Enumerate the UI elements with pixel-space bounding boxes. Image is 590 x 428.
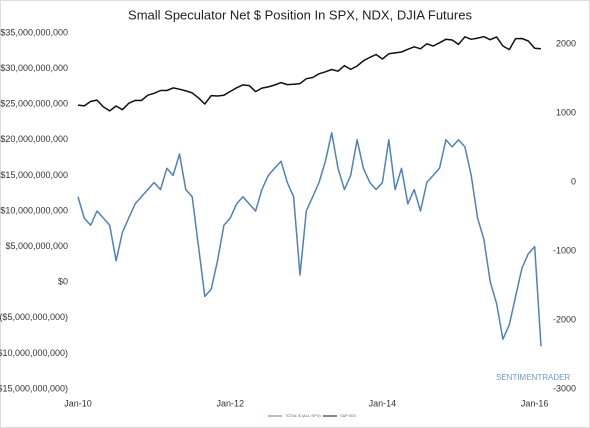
y-tick-label: ($15,000,000,000) [0,383,68,393]
x-tick-label: Jan-10 [64,398,92,408]
x-tick-label: Jan-16 [521,398,549,408]
chart-title: Small Speculator Net $ Position In SPX, … [128,7,472,22]
y-tick-label: $30,000,000,000 [0,63,68,73]
y2-tick-label: 1000 [556,107,576,117]
y-tick-label: $35,000,000,000 [0,27,68,37]
y2-tick-label: -2000 [553,314,576,324]
series-line [77,131,542,347]
series-line [77,35,542,112]
y2-tick-label: 2000 [556,38,576,48]
legend-label: S&P 500 [340,413,356,418]
watermark: SENTIMENTRADER [496,373,570,382]
y2-tick-label: 0 [571,176,576,186]
x-tick-label: Jan-12 [216,398,244,408]
legend-label: TOTAL $ (ALL SPX) [285,413,321,418]
y-tick-label: ($5,000,000,000) [0,312,68,322]
y2-tick-label: -1000 [553,245,576,255]
x-tick-label: Jan-14 [369,398,397,408]
y-tick-label: $20,000,000,000 [0,134,68,144]
y-tick-label: $15,000,000,000 [0,170,68,180]
y-tick-label: $10,000,000,000 [0,205,68,215]
y-tick-label: $0 [58,277,68,287]
y-tick-label: ($10,000,000,000) [0,348,68,358]
y-tick-label: $25,000,000,000 [0,99,68,109]
y-tick-label: $5,000,000,000 [5,241,68,251]
y2-tick-label: -3000 [553,383,576,393]
